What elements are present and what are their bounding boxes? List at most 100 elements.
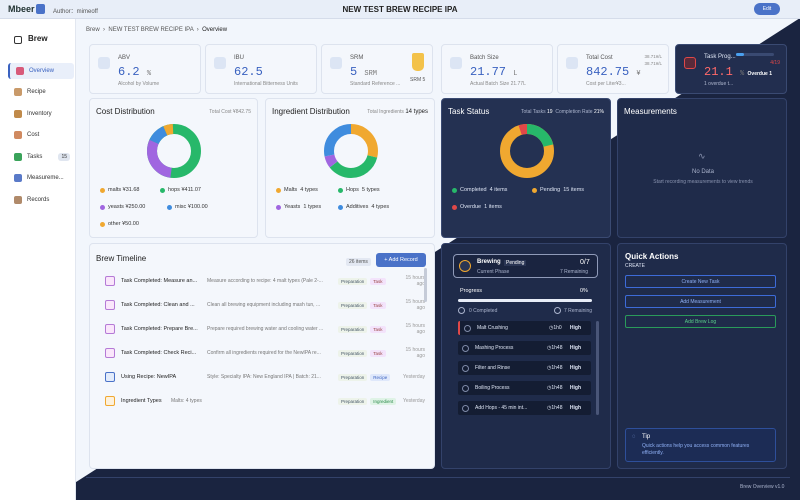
legend-value: ¥411.07 bbox=[181, 187, 201, 193]
panel-meta-label: Total Ingredients bbox=[367, 109, 404, 115]
task-priority: High bbox=[569, 385, 581, 391]
beer-icon bbox=[36, 4, 45, 14]
kpi-sub: Alcohol by Volume bbox=[118, 81, 160, 87]
timeline-row[interactable]: Task Completed: Measure an... Measure acc… bbox=[105, 272, 425, 290]
panel-meta: Total Ingredients 14 types bbox=[367, 109, 428, 115]
task-duration: 1h48 bbox=[551, 365, 563, 371]
tip-title: Tip bbox=[642, 434, 651, 440]
timeline-row-time: 15 hours ago bbox=[405, 323, 425, 335]
legend-overdue: Overdue 1 items bbox=[452, 204, 502, 210]
clock-icon: ◷ bbox=[547, 345, 552, 351]
add-measurement-button[interactable]: Add Measurement bbox=[625, 295, 776, 308]
top-bar bbox=[0, 0, 800, 19]
recipe-icon bbox=[14, 88, 22, 96]
legend-misc: misc ¥100.00 bbox=[167, 204, 208, 210]
timeline-row-title: Task Completed: Clean and ... bbox=[121, 302, 195, 308]
panel-title: Brew Timeline bbox=[96, 254, 147, 263]
cost-per-liter: 38.71¥/L bbox=[644, 54, 662, 59]
tag-task: Task bbox=[370, 325, 386, 333]
sidebar-item-measurements[interactable]: Measureme... bbox=[8, 170, 74, 186]
task-row[interactable]: Mashing Process ◷ 1h48 High bbox=[458, 341, 591, 355]
app-title: NEW TEST BREW RECIPE IPA bbox=[342, 5, 458, 14]
timeline-row[interactable]: Task Completed: Clean and ... Clean all b… bbox=[105, 296, 425, 314]
legend-value: 15 items bbox=[563, 187, 585, 193]
legend-other: other ¥50.00 bbox=[100, 221, 139, 227]
legend-label: Overdue bbox=[460, 204, 482, 210]
sidebar-title: Brew bbox=[28, 34, 48, 43]
timeline-row[interactable]: Task Completed: Prepare Bre... Prepare re… bbox=[105, 320, 425, 338]
sidebar-item-cost[interactable]: Cost bbox=[8, 127, 74, 143]
cost-icon bbox=[14, 131, 22, 139]
breadcrumb-home[interactable]: Brew bbox=[86, 27, 100, 33]
clock-icon: ◷ bbox=[549, 325, 554, 331]
legend-dot bbox=[276, 204, 281, 210]
add-brew-log-button[interactable]: Add Brew Log bbox=[625, 315, 776, 328]
sidebar-item-tasks[interactable]: Tasks 15 bbox=[8, 149, 74, 165]
legend-label: yeasts bbox=[108, 204, 124, 210]
sidebar-item-records[interactable]: Records bbox=[8, 192, 74, 208]
sidebar-item-recipe[interactable]: Recipe bbox=[8, 84, 74, 100]
timeline-row[interactable]: Task Completed: Check Reci... Confirm all… bbox=[105, 344, 425, 362]
task-name: Add Hops - 45 min int... bbox=[475, 405, 528, 411]
edit-button[interactable]: Edit bbox=[754, 3, 780, 15]
progress-bar bbox=[458, 299, 592, 302]
legend-dot bbox=[100, 221, 105, 227]
task-row[interactable]: Boiling Process ◷ 1h48 High bbox=[458, 381, 591, 395]
kpi-number: 21.1 bbox=[704, 65, 733, 79]
add-record-button[interactable]: + Add Record bbox=[376, 253, 426, 267]
task-checkbox[interactable] bbox=[462, 344, 469, 352]
sidebar-item-inventory[interactable]: Inventory bbox=[8, 106, 74, 122]
create-task-button[interactable]: Create New Task bbox=[625, 275, 776, 288]
beer-glass-icon bbox=[412, 53, 424, 71]
footer-version: Brew Overview v1.0 bbox=[740, 484, 785, 490]
legend-label: Hops bbox=[346, 187, 359, 193]
legend-malts: malts ¥31.68 bbox=[100, 187, 140, 193]
task-checkbox[interactable] bbox=[462, 364, 469, 372]
panel-meta-value: 19 bbox=[547, 109, 553, 115]
task-progress-bar bbox=[736, 53, 774, 56]
sidebar-item-label: Records bbox=[27, 197, 50, 203]
task-row[interactable]: Filter and Rinse ◷ 1h48 High bbox=[458, 361, 591, 375]
tag-ingredient: Ingredient bbox=[370, 397, 397, 405]
panel-title: Cost Distribution bbox=[96, 107, 155, 116]
timeline-row[interactable]: Using Recipe: NewIPA Style: Specialty IPA… bbox=[105, 368, 425, 386]
task-row[interactable]: Add Hops - 45 min int... ◷ 1h48 High bbox=[458, 401, 591, 415]
legend-label: hops bbox=[168, 187, 180, 193]
task-checkbox[interactable] bbox=[462, 384, 469, 392]
panel-title: Quick Actions bbox=[625, 252, 679, 261]
breadcrumb-recipe[interactable]: NEW TEST BREW RECIPE IPA bbox=[108, 27, 194, 33]
legend-label: other bbox=[108, 221, 121, 227]
panel-meta-label-2: Completion Rate bbox=[555, 109, 593, 115]
timeline-scrollbar[interactable] bbox=[424, 268, 427, 302]
legend-label: Completed bbox=[460, 187, 487, 193]
legend-label: misc bbox=[175, 204, 187, 210]
clock-icon: ◷ bbox=[547, 365, 552, 371]
app-logo: Mbeer bbox=[8, 4, 35, 14]
timeline-row-desc: Prepare required brewing water and cooli… bbox=[207, 326, 324, 332]
sidebar-toggle-icon[interactable] bbox=[14, 36, 22, 44]
task-row[interactable]: Malt Crushing ◷ 1h0 High bbox=[458, 321, 591, 335]
tag-preparation: Preparation bbox=[338, 325, 368, 333]
sidebar-item-overview[interactable]: Overview bbox=[8, 63, 74, 79]
tip-box bbox=[625, 428, 776, 462]
legend-hops: Hops 5 types bbox=[338, 187, 380, 193]
task-scrollbar[interactable] bbox=[596, 321, 599, 415]
chart-icon bbox=[14, 174, 22, 182]
phase-remaining: 7 Remaining bbox=[560, 269, 589, 275]
tag-preparation: Preparation bbox=[338, 277, 368, 285]
current-phase-card[interactable] bbox=[453, 254, 598, 278]
task-name: Filter and Rinse bbox=[475, 365, 511, 371]
ingredient-distribution-panel: Ingredient Distribution Total Ingredient… bbox=[265, 98, 435, 238]
legend-additives: Additives 4 types bbox=[338, 204, 389, 210]
legend-label: malts bbox=[108, 187, 122, 193]
kpi-value: 842.75 ¥ bbox=[586, 65, 641, 79]
task-checkbox[interactable] bbox=[464, 324, 471, 332]
task-checkbox[interactable] bbox=[462, 404, 469, 412]
task-duration: 1h0 bbox=[553, 325, 562, 331]
timeline-row[interactable]: Ingredient Types Malts: 4 types Preparatio… bbox=[105, 392, 425, 410]
timeline-count-badge: 26 items bbox=[346, 258, 371, 266]
timeline-row-title: Using Recipe: NewIPA bbox=[121, 374, 177, 380]
sidebar-item-label: Cost bbox=[27, 132, 40, 138]
kpi-sub: International Bitterness Units bbox=[234, 81, 298, 87]
kpi-label: IBU bbox=[234, 55, 245, 61]
